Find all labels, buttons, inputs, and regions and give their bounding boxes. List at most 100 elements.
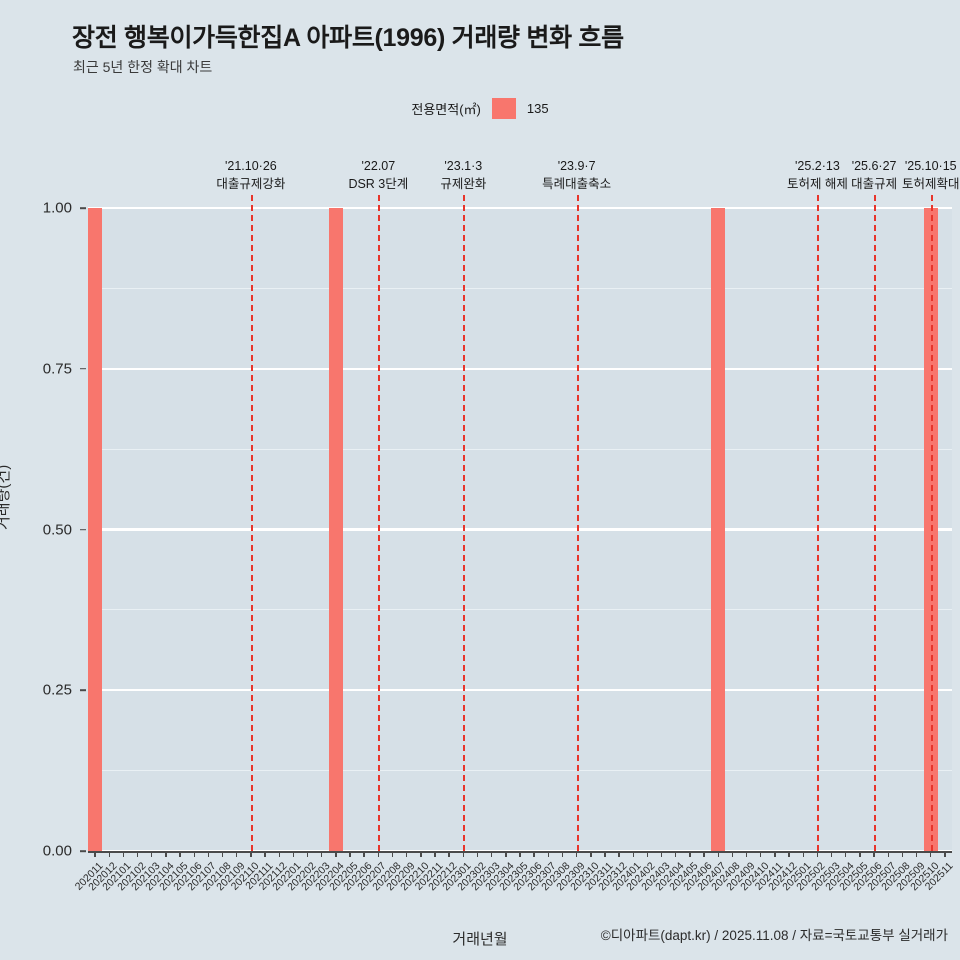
x-tick-mark	[221, 851, 224, 857]
x-tick-mark	[136, 851, 139, 857]
y-tick-label: 1.00	[42, 199, 72, 217]
x-tick-mark	[165, 851, 167, 857]
event-date: '25.2·13	[795, 159, 840, 173]
gridline-minor	[88, 770, 952, 772]
x-tick-mark	[618, 851, 620, 857]
bar-202011[interactable]	[88, 208, 103, 851]
event-label-202502: '25.2·13 토허제 해제	[787, 158, 848, 194]
event-label-202506: '25.6·27 대출규제	[851, 158, 897, 194]
x-tick-mark	[731, 851, 734, 857]
event-label-202301: '23.1·3 규제완화	[440, 158, 486, 194]
event-name: 특례대출축소	[542, 176, 612, 191]
y-tick-mark	[80, 850, 86, 852]
event-name: 토허제 해제	[786, 176, 848, 191]
x-tick-mark	[151, 851, 153, 857]
x-tick-mark	[349, 851, 351, 857]
page-title: 장전 행복이가득한집A 아파트(1996) 거래량 변화 흐름	[72, 24, 624, 52]
x-tick-mark	[873, 851, 875, 857]
x-tick-mark	[391, 851, 394, 857]
gridline-minor	[88, 287, 952, 289]
plot-panel	[88, 195, 952, 853]
x-tick-mark	[859, 851, 861, 857]
event-line-202110	[250, 195, 253, 851]
x-tick-mark	[745, 851, 748, 857]
x-tick-mark	[490, 851, 493, 857]
gridline-major	[88, 689, 952, 692]
y-tick-mark	[80, 528, 86, 531]
event-date: '23.1·3	[444, 159, 483, 173]
x-tick-mark	[774, 851, 776, 857]
x-tick-mark	[236, 851, 238, 857]
x-tick-mark	[519, 851, 521, 857]
x-tick-mark	[802, 851, 804, 857]
footer-caption: ©디아파트(dapt.kr) / 2025.11.08 / 자료=국토교통부 실…	[600, 928, 948, 943]
x-tick-mark	[816, 851, 819, 857]
x-tick-mark	[405, 851, 408, 857]
x-tick-mark	[377, 851, 380, 857]
event-date: '25.6·27	[851, 159, 897, 173]
event-line-202502	[817, 195, 820, 851]
x-tick-mark	[278, 851, 280, 857]
x-tick-mark	[292, 851, 295, 857]
legend-swatch-135	[491, 97, 516, 119]
x-tick-mark	[590, 851, 592, 857]
event-line-202301	[463, 195, 466, 851]
legend-title: 전용면적(㎡)	[411, 101, 481, 117]
x-tick-mark	[420, 851, 422, 857]
x-tick-mark	[363, 851, 365, 857]
event-date: '25.10·15	[904, 159, 957, 173]
x-tick-mark	[179, 851, 181, 857]
x-tick-mark	[533, 851, 535, 857]
x-tick-mark	[887, 851, 889, 857]
x-tick-mark	[717, 851, 719, 857]
event-label-202309: '23.9·7 특례대출축소	[542, 158, 611, 194]
event-line-202207	[378, 195, 381, 851]
gridline-minor	[88, 448, 952, 450]
x-tick-mark	[505, 851, 507, 857]
x-tick-mark	[321, 851, 323, 857]
x-tick-mark	[264, 851, 266, 857]
x-tick-mark	[448, 851, 450, 857]
legend: 전용면적(㎡) 135	[0, 96, 960, 120]
y-tick-mark	[80, 367, 86, 370]
gridline-major	[88, 849, 952, 853]
event-date: '23.9·7	[557, 159, 596, 173]
event-name: 대출규제	[851, 176, 898, 191]
x-tick-mark	[94, 851, 96, 857]
bar-202204[interactable]	[328, 208, 343, 851]
event-line-202309	[576, 195, 579, 851]
x-tick-mark	[930, 851, 932, 857]
event-date: '22.07	[361, 159, 396, 173]
gridline-major	[88, 367, 952, 370]
gridline-major	[88, 528, 952, 531]
x-tick-mark	[901, 851, 904, 857]
event-name: DSR 3단계	[348, 176, 409, 191]
x-tick-mark	[207, 851, 210, 857]
event-label-202510: '25.10·15 토허제확대	[902, 158, 960, 194]
x-tick-mark	[108, 851, 110, 857]
x-tick-mark	[632, 851, 634, 857]
bar-202407[interactable]	[711, 208, 726, 851]
x-tick-mark	[122, 851, 125, 857]
x-tick-mark	[660, 851, 663, 857]
x-tick-mark	[193, 851, 195, 857]
gridline-major	[88, 206, 952, 210]
x-tick-mark	[604, 851, 606, 857]
x-tick-mark	[476, 851, 479, 857]
x-tick-mark	[335, 851, 337, 857]
event-line-202510	[930, 195, 933, 851]
x-axis-title: 거래년월	[452, 931, 508, 948]
x-tick-mark	[547, 851, 550, 857]
x-tick-mark	[760, 851, 762, 857]
x-tick-mark	[915, 851, 918, 857]
y-tick-label: 0.00	[42, 842, 72, 860]
event-line-202506	[874, 195, 877, 851]
y-tick-label: 0.50	[42, 521, 72, 538]
x-tick-mark	[675, 851, 677, 857]
chart-subtitle: 최근 5년 한정 확대 차트	[73, 59, 213, 75]
y-tick-mark	[80, 207, 86, 209]
x-tick-mark	[944, 851, 946, 857]
gridline-minor	[88, 609, 952, 611]
y-tick-label: 0.75	[42, 360, 72, 378]
x-tick-mark	[250, 851, 252, 857]
